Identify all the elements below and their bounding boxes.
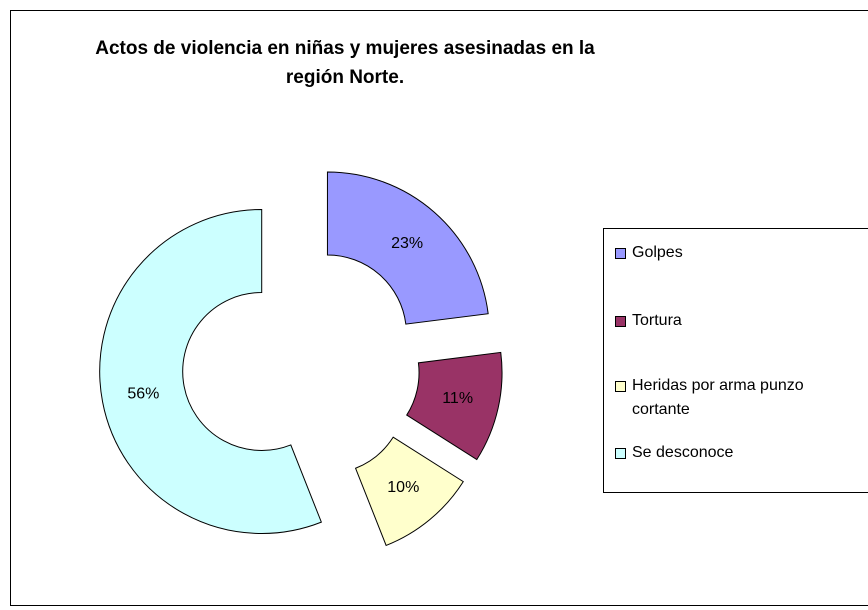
chart-frame: [10, 10, 868, 606]
chart: 23% 11% 10% 56%: [99, 171, 503, 547]
doughnut-slice: [354, 436, 464, 547]
legend-swatch: [615, 448, 626, 459]
legend-entry: Tortura: [615, 309, 864, 333]
legend-swatch: [615, 381, 626, 392]
doughnut-slice: [406, 351, 503, 461]
doughnut-slice: [99, 208, 322, 534]
data-label: 56%: [127, 385, 159, 402]
legend-label: Tortura: [632, 312, 682, 329]
legend-swatch: [615, 248, 626, 259]
data-label: 23%: [391, 235, 423, 252]
doughnut-slice: [326, 171, 489, 325]
legend-entry: Heridas por arma punzo cortante: [615, 374, 864, 422]
legend-swatch: [615, 316, 626, 327]
chart-title: Actos de violencia en niñas y mujeres as…: [95, 38, 595, 88]
data-label: 10%: [387, 479, 419, 496]
legend-entry: Golpes: [615, 241, 864, 265]
data-label: 11%: [442, 390, 473, 407]
legend-label: Heridas por arma punzo cortante: [632, 377, 804, 418]
legend-label: Golpes: [632, 244, 683, 261]
legend-label: Se desconoce: [632, 444, 734, 461]
legend-entry: Se desconoce: [615, 441, 864, 465]
legend: Golpes Tortura Heridas por arma punzo cort…: [603, 228, 868, 493]
